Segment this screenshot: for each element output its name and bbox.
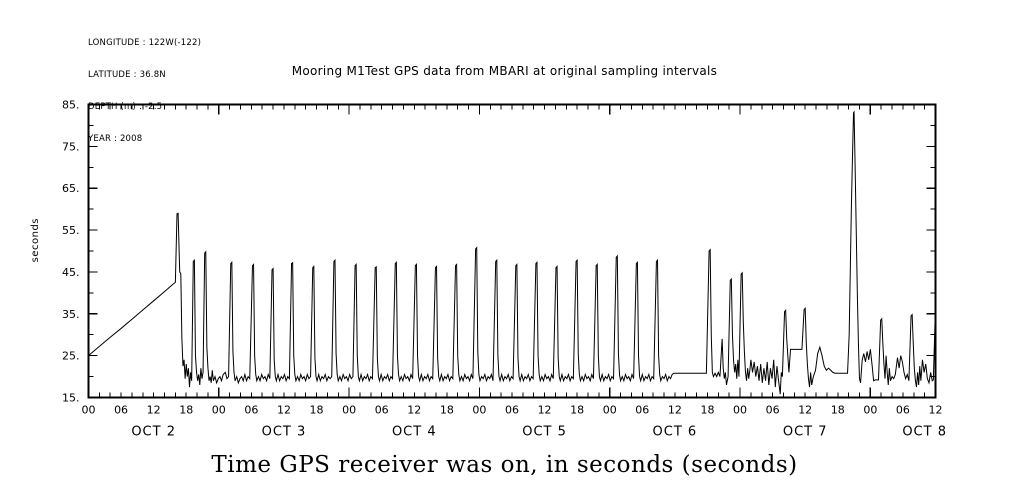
x-tick-label: 00	[472, 404, 486, 417]
x-day-label: OCT 7	[783, 425, 828, 440]
x-tick-label: 18	[440, 404, 454, 417]
x-tick-label: 18	[179, 404, 193, 417]
x-axis-ticks	[87, 104, 936, 398]
x-tick-label: 12	[929, 404, 943, 417]
y-axis-ticks	[88, 103, 936, 399]
data-line	[88, 110, 936, 395]
chart-title: Mooring M1Test GPS data from MBARI at or…	[291, 64, 718, 78]
y-tick-label: 65.	[62, 182, 80, 195]
bottom-caption: Time GPS receiver was on, in seconds (se…	[211, 452, 798, 478]
x-tick-label: 06	[505, 404, 519, 417]
x-day-label: OCT 5	[522, 425, 567, 440]
y-tick-label: 35.	[62, 308, 80, 321]
x-tick-label: 12	[277, 404, 291, 417]
x-tick-label: 00	[603, 404, 617, 417]
y-tick-label: 25.	[62, 350, 80, 363]
x-tick-label: 06	[635, 404, 649, 417]
x-tick-label: 06	[766, 404, 780, 417]
x-day-labels: OCT 2 OCT 3 OCT 4 OCT 5 OCT 6 OCT 7 OCT 8	[131, 425, 947, 440]
x-day-label: OCT 6	[653, 425, 698, 440]
x-day-label: OCT 2	[131, 425, 176, 440]
x-tick-label: 18	[831, 404, 845, 417]
y-tick-labels: 15. 25. 35. 45. 55. 65. 75. 85.	[62, 99, 80, 405]
x-tick-label: 18	[700, 404, 714, 417]
x-day-label: OCT 8	[902, 425, 947, 440]
x-tick-label: 12	[407, 404, 421, 417]
data-series	[88, 110, 936, 395]
x-tick-label: 00	[82, 404, 96, 417]
x-tick-label: 00	[863, 404, 877, 417]
x-tick-label: 06	[896, 404, 910, 417]
metadata-year: YEAR : 2008	[88, 133, 143, 144]
x-day-label: OCT 3	[262, 425, 307, 440]
x-day-label: OCT 4	[392, 425, 437, 440]
y-tick-label: 15.	[62, 392, 80, 405]
x-tick-label: 00	[212, 404, 226, 417]
x-tick-label: 12	[668, 404, 682, 417]
plot-frame	[87, 103, 937, 399]
y-tick-label: 45.	[62, 266, 80, 279]
x-tick-label: 00	[342, 404, 356, 417]
x-tick-label: 12	[147, 404, 161, 417]
x-tick-label: 18	[310, 404, 324, 417]
x-tick-labels: 00 06 12 18 00 06 12 18 00 06 12 18 00 06 12 18 00 06 12 18…	[82, 404, 943, 417]
x-tick-label: 12	[538, 404, 552, 417]
y-tick-label: 55.	[62, 224, 80, 237]
x-tick-label: 00	[733, 404, 747, 417]
metadata-longitude: LONGITUDE : 122W(-122)	[88, 38, 202, 49]
x-tick-label: 06	[114, 404, 128, 417]
x-tick-label: 12	[798, 404, 812, 417]
metadata-latitude: LATITUDE : 36.8N	[88, 69, 166, 80]
y-tick-label: 85.	[62, 99, 80, 112]
y-tick-label: 75.	[62, 140, 80, 153]
x-tick-label: 06	[375, 404, 389, 417]
x-tick-label: 06	[244, 404, 258, 417]
x-tick-label: 18	[570, 404, 584, 417]
